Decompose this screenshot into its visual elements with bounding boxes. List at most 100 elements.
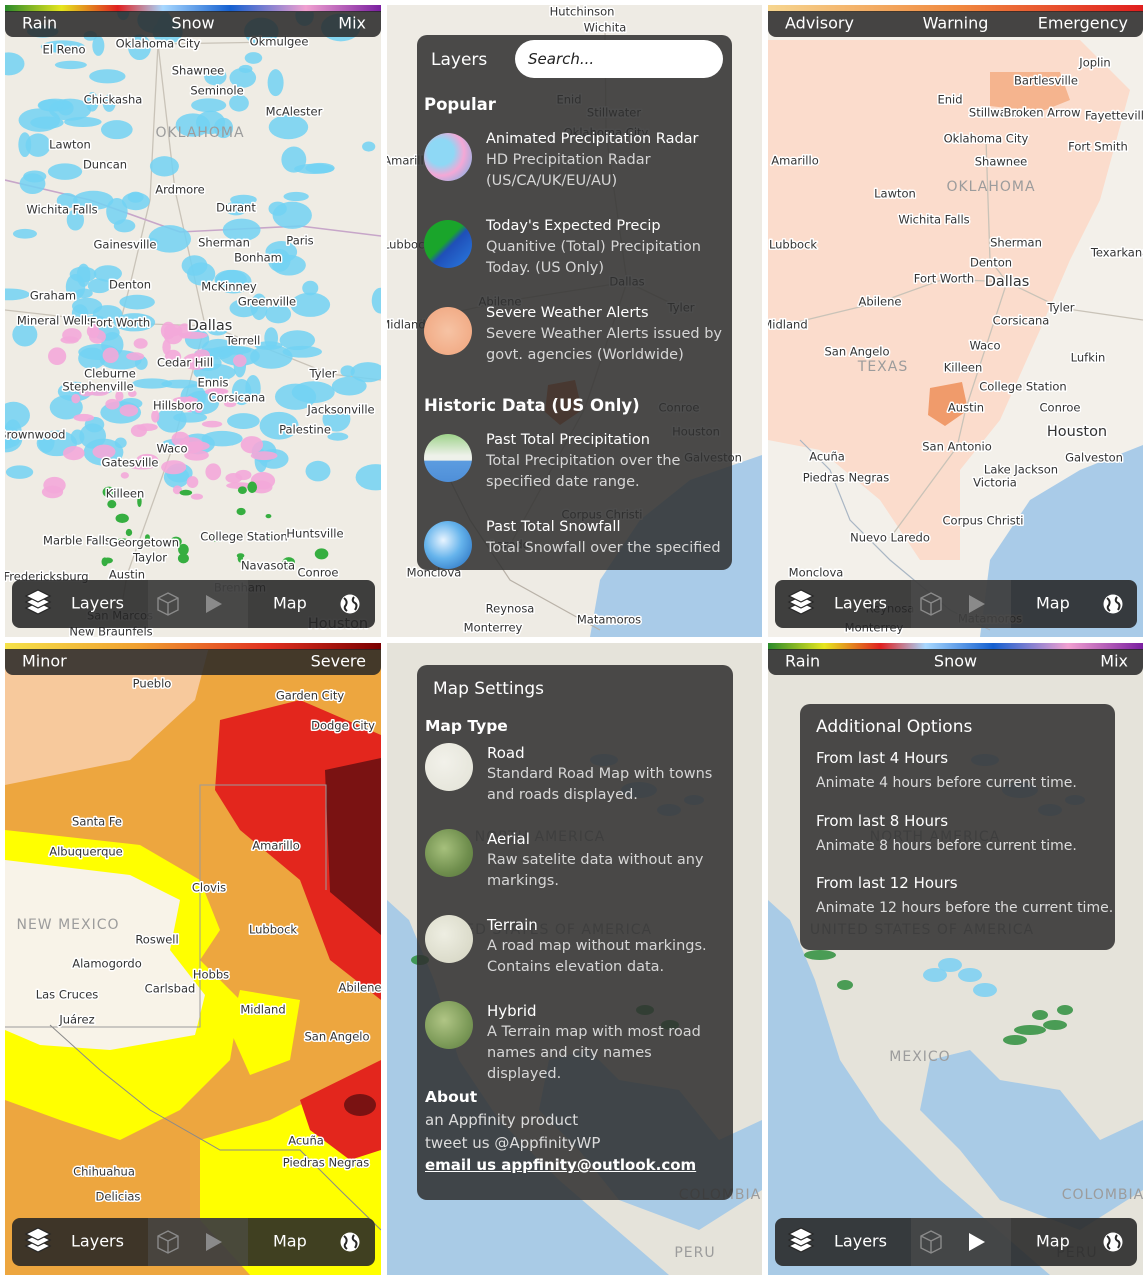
map-type-item[interactable]: Road Standard Road Map with towns and roa… bbox=[417, 743, 733, 829]
layers-button[interactable]: Layers bbox=[787, 589, 887, 615]
layers-button[interactable]: Layers bbox=[24, 589, 124, 615]
city-label: Wichita bbox=[584, 21, 627, 35]
layer-text: Severe Weather Alerts Severe Weather Aler… bbox=[486, 303, 726, 366]
options-list: From last 4 Hours Animate 4 hours before … bbox=[816, 746, 1113, 934]
radar-rain bbox=[268, 114, 309, 140]
radar-rain bbox=[196, 110, 226, 135]
city-label: Conroe bbox=[1040, 401, 1081, 415]
radar-rain bbox=[938, 958, 962, 972]
layers-button[interactable]: Layers bbox=[787, 1227, 887, 1253]
layers-button[interactable]: Layers bbox=[24, 1227, 124, 1253]
search-box[interactable]: Search... bbox=[515, 40, 723, 78]
city-label: McAlester bbox=[266, 105, 323, 119]
city-label: Clovis bbox=[192, 881, 226, 895]
city-label: Dallas bbox=[985, 274, 1030, 290]
layer-item[interactable]: Past Total Snowfall Total Snowfall over t… bbox=[417, 513, 732, 570]
email-link[interactable]: email us appfinity@outlook.com bbox=[425, 1156, 697, 1174]
toolbar: Layers Map bbox=[775, 1218, 1137, 1266]
play-icon[interactable] bbox=[969, 595, 985, 613]
radar-rain bbox=[73, 190, 114, 210]
cube-icon[interactable] bbox=[157, 592, 179, 616]
radar-mix bbox=[186, 476, 199, 488]
city-label: Gainesville bbox=[94, 238, 157, 252]
radar-rain bbox=[161, 379, 200, 389]
layer-item[interactable]: Today's Expected Precip Quanitive (Total)… bbox=[417, 212, 732, 299]
map-type-text: Aerial Raw satelite data without any mark… bbox=[487, 829, 727, 892]
about-line: an Appfinity product bbox=[425, 1111, 579, 1129]
map-type-item[interactable]: Hybrid A Terrain map with most road names… bbox=[417, 1001, 733, 1087]
city-label: Seminole bbox=[190, 84, 243, 98]
layer-item[interactable]: Animated Precipitation Radar HD Precipita… bbox=[417, 125, 732, 212]
radar-rain bbox=[371, 287, 381, 314]
about: About an Appfinity product tweet us @Appfi… bbox=[425, 1085, 696, 1177]
legend-gradient bbox=[768, 5, 1143, 12]
radar-rain bbox=[291, 381, 335, 404]
radar-mix bbox=[194, 405, 203, 413]
city-label: Corpus Christi bbox=[943, 514, 1024, 528]
layers-button-label: Layers bbox=[834, 594, 887, 613]
map-button[interactable]: Map bbox=[1036, 1232, 1123, 1252]
city-label: Corsicana bbox=[993, 314, 1050, 328]
city-label: Huntsville bbox=[286, 527, 343, 541]
city-label: Enid bbox=[937, 93, 962, 107]
map-type-item[interactable]: Aerial Raw satelite data without any mark… bbox=[417, 829, 733, 915]
radar-rain-heavy bbox=[236, 507, 246, 516]
radar-mix bbox=[41, 485, 64, 499]
map-settings-title: Map Settings bbox=[433, 679, 545, 699]
layer-title: Past Total Snowfall bbox=[486, 519, 621, 535]
radar-rain bbox=[222, 218, 261, 242]
city-label: Oklahoma City bbox=[116, 37, 201, 51]
radar-rain bbox=[181, 255, 208, 276]
city-label: Las Cruces bbox=[36, 988, 99, 1002]
cube-icon[interactable] bbox=[157, 1230, 179, 1254]
radar-rain-heavy bbox=[211, 533, 223, 542]
play-icon[interactable] bbox=[206, 595, 222, 613]
layer-title: Animated Precipitation Radar bbox=[486, 131, 699, 147]
city-label: Navasota bbox=[241, 559, 295, 573]
city-label: Acuña bbox=[288, 1134, 324, 1148]
map-type-item[interactable]: Terrain A road map without markings. Cont… bbox=[417, 915, 733, 1001]
play-icon[interactable] bbox=[969, 1233, 985, 1251]
map-type-title: Terrain bbox=[487, 916, 538, 934]
legend-label: Rain bbox=[785, 652, 820, 671]
cube-icon[interactable] bbox=[920, 1230, 942, 1254]
city-label: Ardmore bbox=[155, 183, 204, 197]
radar-mix bbox=[129, 462, 155, 470]
radar-rain-heavy bbox=[178, 543, 189, 556]
layer-icon bbox=[424, 133, 472, 181]
toolbar-middle bbox=[148, 1218, 248, 1266]
radar-rain bbox=[238, 64, 253, 73]
city-label: Durant bbox=[216, 201, 256, 215]
cube-icon[interactable] bbox=[920, 592, 942, 616]
radar-mix bbox=[161, 460, 187, 475]
option-item[interactable]: From last 8 Hours Animate 8 hours before … bbox=[816, 809, 1113, 872]
city-label: Albuquerque bbox=[49, 845, 123, 859]
map-button[interactable]: Map bbox=[1036, 594, 1123, 614]
drought-d4 bbox=[344, 1094, 376, 1116]
radar-rain-heavy bbox=[1003, 1035, 1027, 1045]
city-label: Fayetteville bbox=[1085, 109, 1148, 123]
radar-rain-heavy bbox=[177, 553, 189, 564]
radar-rain bbox=[102, 94, 116, 112]
option-item[interactable]: From last 12 Hours Animate 12 hours befor… bbox=[816, 871, 1113, 934]
radar-mix bbox=[172, 396, 198, 404]
map-button[interactable]: Map bbox=[273, 594, 360, 614]
globe-detail bbox=[343, 596, 358, 612]
globe-detail bbox=[1106, 1234, 1121, 1250]
layer-item[interactable]: Past Total Precipitation Total Precipitat… bbox=[417, 426, 732, 513]
layer-item[interactable]: Severe Weather Alerts Severe Weather Aler… bbox=[417, 299, 732, 386]
option-item[interactable]: From last 4 Hours Animate 4 hours before … bbox=[816, 746, 1113, 809]
play-icon[interactable] bbox=[206, 1233, 222, 1251]
city-label: Chihuahua bbox=[73, 1165, 135, 1179]
radar-rain bbox=[149, 156, 179, 177]
drought-d1 bbox=[230, 990, 300, 1075]
legend-label: Rain bbox=[22, 14, 57, 33]
city-label: Abilene bbox=[339, 981, 382, 995]
city-label: Houston bbox=[1047, 424, 1107, 440]
radar-rain bbox=[54, 60, 87, 70]
radar-rain bbox=[173, 412, 208, 423]
radar-mix bbox=[71, 394, 81, 404]
map-button[interactable]: Map bbox=[273, 1232, 360, 1252]
radar-rain bbox=[5, 401, 30, 430]
city-label: Garden City bbox=[276, 689, 345, 703]
